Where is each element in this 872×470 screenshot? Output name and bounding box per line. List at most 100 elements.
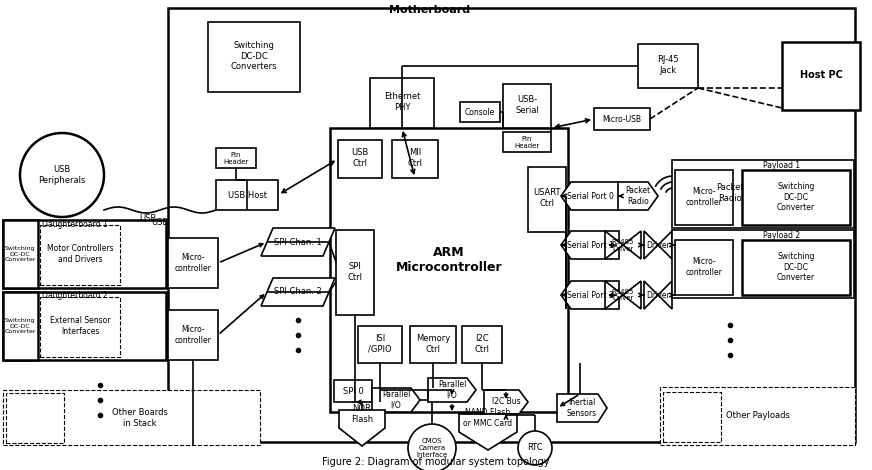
Text: USB
Peripherals: USB Peripherals xyxy=(38,165,85,185)
Polygon shape xyxy=(561,231,619,259)
Text: SPI
Ctrl: SPI Ctrl xyxy=(348,262,363,282)
Text: RS485
Driver: RS485 Driver xyxy=(612,289,634,301)
FancyBboxPatch shape xyxy=(208,22,300,92)
Text: SPI Chan. 1: SPI Chan. 1 xyxy=(274,237,322,246)
Polygon shape xyxy=(561,281,619,309)
Text: SPI Chan. 2: SPI Chan. 2 xyxy=(274,288,322,297)
FancyBboxPatch shape xyxy=(3,220,38,288)
Text: Other Boards
in Stack: Other Boards in Stack xyxy=(112,408,168,428)
FancyBboxPatch shape xyxy=(782,42,860,110)
Text: USB: USB xyxy=(140,213,157,222)
Text: ISI
/GPIO: ISI /GPIO xyxy=(368,334,392,354)
FancyBboxPatch shape xyxy=(460,102,500,122)
Text: Serial Port 1: Serial Port 1 xyxy=(567,241,613,250)
Polygon shape xyxy=(261,278,335,306)
FancyBboxPatch shape xyxy=(3,292,166,360)
Text: Pin
Header: Pin Header xyxy=(514,135,540,149)
Text: Micro-USB: Micro-USB xyxy=(603,115,642,124)
FancyBboxPatch shape xyxy=(336,230,374,315)
Text: Driver: Driver xyxy=(646,241,670,250)
Text: Serial Port 0: Serial Port 0 xyxy=(567,191,613,201)
Polygon shape xyxy=(459,414,517,450)
FancyBboxPatch shape xyxy=(503,84,551,128)
Text: Switching
DC-DC
Converter: Switching DC-DC Converter xyxy=(4,318,36,334)
Polygon shape xyxy=(428,378,476,402)
Text: External Sensor
Interfaces: External Sensor Interfaces xyxy=(50,316,110,336)
FancyBboxPatch shape xyxy=(3,390,260,445)
FancyBboxPatch shape xyxy=(216,148,256,168)
Text: Figure 2: Diagram of modular system topology: Figure 2: Diagram of modular system topo… xyxy=(323,457,549,467)
Text: Console: Console xyxy=(465,108,495,117)
FancyBboxPatch shape xyxy=(40,225,120,285)
Text: Micro-
controller: Micro- controller xyxy=(685,257,722,277)
Text: Inertial
Sensors: Inertial Sensors xyxy=(567,398,597,418)
FancyBboxPatch shape xyxy=(216,180,278,210)
Text: MII
Ctrl: MII Ctrl xyxy=(407,149,423,168)
FancyBboxPatch shape xyxy=(638,44,698,88)
FancyBboxPatch shape xyxy=(675,170,733,225)
Text: Other Payloads: Other Payloads xyxy=(726,412,790,421)
Text: Motherboard: Motherboard xyxy=(390,5,471,15)
Text: Driver: Driver xyxy=(646,290,670,299)
Text: Payload 1: Payload 1 xyxy=(763,160,800,170)
Text: Daughterboard 1: Daughterboard 1 xyxy=(42,219,108,228)
FancyBboxPatch shape xyxy=(663,392,721,442)
FancyBboxPatch shape xyxy=(462,326,502,363)
Text: I2C
Ctrl: I2C Ctrl xyxy=(474,334,489,354)
Text: SPI 0: SPI 0 xyxy=(343,386,364,395)
Text: USB: USB xyxy=(152,218,168,227)
Text: ARM
Microcontroller: ARM Microcontroller xyxy=(396,246,502,274)
Text: Micro-
controller: Micro- controller xyxy=(174,325,211,345)
Text: RS485
Driver: RS485 Driver xyxy=(612,238,634,251)
FancyBboxPatch shape xyxy=(672,230,854,298)
Polygon shape xyxy=(484,390,528,414)
Polygon shape xyxy=(644,281,672,309)
FancyBboxPatch shape xyxy=(6,393,64,443)
FancyBboxPatch shape xyxy=(410,326,456,363)
Text: USB
Ctrl: USB Ctrl xyxy=(351,149,369,168)
Text: NAND Flash
or MMC Card: NAND Flash or MMC Card xyxy=(463,408,513,428)
Polygon shape xyxy=(644,231,672,259)
Circle shape xyxy=(518,431,552,465)
Polygon shape xyxy=(618,182,658,210)
FancyBboxPatch shape xyxy=(700,175,760,213)
FancyBboxPatch shape xyxy=(338,140,382,178)
FancyBboxPatch shape xyxy=(370,78,434,128)
Polygon shape xyxy=(339,410,385,446)
Text: Switching
DC-DC
Converter: Switching DC-DC Converter xyxy=(4,246,36,262)
FancyBboxPatch shape xyxy=(528,167,566,232)
FancyBboxPatch shape xyxy=(358,326,402,363)
Text: Host PC: Host PC xyxy=(800,70,842,80)
Text: Payload 2: Payload 2 xyxy=(763,230,800,240)
Circle shape xyxy=(20,133,104,217)
Polygon shape xyxy=(605,281,641,309)
Text: Switching
DC-DC
Converter: Switching DC-DC Converter xyxy=(777,182,815,212)
FancyBboxPatch shape xyxy=(168,238,218,288)
Text: Ethernet
PHY: Ethernet PHY xyxy=(384,92,420,112)
Text: USART
Ctrl: USART Ctrl xyxy=(534,188,561,208)
Text: RJ-45
Jack: RJ-45 Jack xyxy=(657,55,678,75)
Polygon shape xyxy=(261,228,335,256)
Text: USB Host: USB Host xyxy=(228,190,267,199)
Text: Memory
Ctrl: Memory Ctrl xyxy=(416,334,450,354)
FancyBboxPatch shape xyxy=(594,108,650,130)
FancyBboxPatch shape xyxy=(40,297,120,357)
Text: Switching
DC-DC
Converters: Switching DC-DC Converters xyxy=(231,41,277,71)
FancyBboxPatch shape xyxy=(334,380,372,402)
FancyBboxPatch shape xyxy=(660,387,855,445)
FancyBboxPatch shape xyxy=(168,310,218,360)
FancyBboxPatch shape xyxy=(330,128,568,412)
Text: Packet
Radio: Packet Radio xyxy=(625,186,651,206)
FancyBboxPatch shape xyxy=(672,160,854,228)
Text: Micro-
controller: Micro- controller xyxy=(685,188,722,207)
FancyBboxPatch shape xyxy=(392,140,438,178)
Text: RTC: RTC xyxy=(528,444,542,453)
Text: Daughterboard 2: Daughterboard 2 xyxy=(42,290,108,299)
Text: Packet
Radio: Packet Radio xyxy=(716,183,744,203)
FancyBboxPatch shape xyxy=(675,240,733,295)
Text: Parallel
I/O: Parallel I/O xyxy=(382,390,410,410)
FancyBboxPatch shape xyxy=(3,292,38,360)
Polygon shape xyxy=(557,394,607,422)
FancyBboxPatch shape xyxy=(742,170,850,225)
Polygon shape xyxy=(605,231,641,259)
